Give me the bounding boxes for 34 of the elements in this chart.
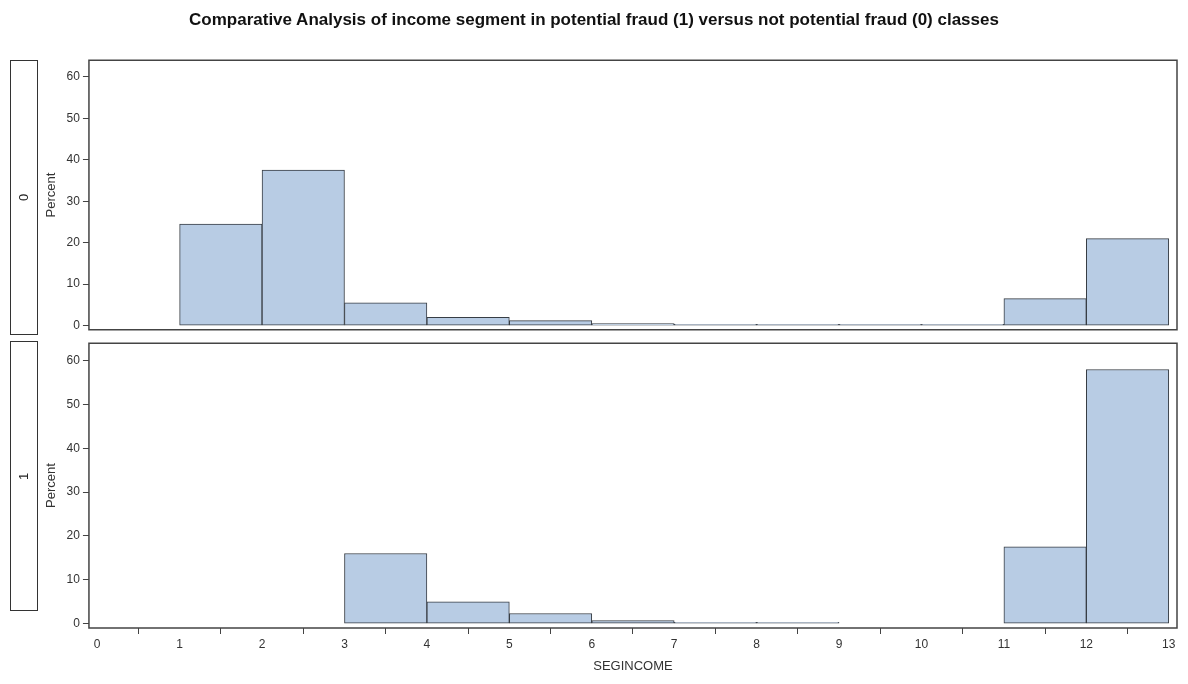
x-axis-title: SEGINCOME (593, 657, 674, 673)
x-tick-label: 1 (176, 636, 184, 651)
x-tick-label: 2 (258, 636, 266, 651)
x-tick-label: 0 (93, 636, 101, 651)
x-tick-label: 6 (588, 636, 596, 651)
y-tick-label: 30 (66, 484, 81, 499)
y-tick-label: 40 (66, 152, 81, 167)
y-axis-title: Percent (43, 172, 59, 218)
y-tick-label: 0 (73, 615, 81, 630)
x-tick-label: 3 (341, 636, 349, 651)
y-tick-label: 60 (66, 69, 81, 84)
x-tick-label: 13 (1162, 636, 1176, 651)
y-tick-label: 60 (66, 353, 81, 368)
y-tick-label: 10 (66, 276, 81, 291)
y-tick-label: 20 (66, 528, 81, 543)
x-tick-label: 11 (997, 636, 1011, 651)
chart-title: Comparative Analysis of income segment in potential fraud (1) versus not potential fraud (0) classes (188, 10, 1000, 30)
y-tick-label: 30 (66, 193, 81, 208)
y-tick-label: 50 (66, 396, 81, 411)
y-tick-label: 40 (66, 440, 81, 455)
y-tick-label: 0 (73, 317, 81, 332)
x-tick-label: 12 (1079, 636, 1094, 651)
x-tick-label: 9 (835, 636, 843, 651)
y-tick-label: 50 (66, 110, 81, 125)
y-tick-label: 20 (66, 235, 81, 250)
x-tick-label: 10 (914, 636, 929, 651)
x-tick-label: 5 (505, 636, 513, 651)
x-tick-label: 7 (670, 636, 678, 651)
text: 1 (16, 472, 32, 480)
x-tick-label: 8 (753, 636, 761, 651)
text: 0 (16, 193, 32, 202)
x-tick-label: 4 (423, 636, 431, 651)
y-axis-title: Percent (43, 462, 59, 509)
y-tick-label: 10 (66, 572, 81, 587)
